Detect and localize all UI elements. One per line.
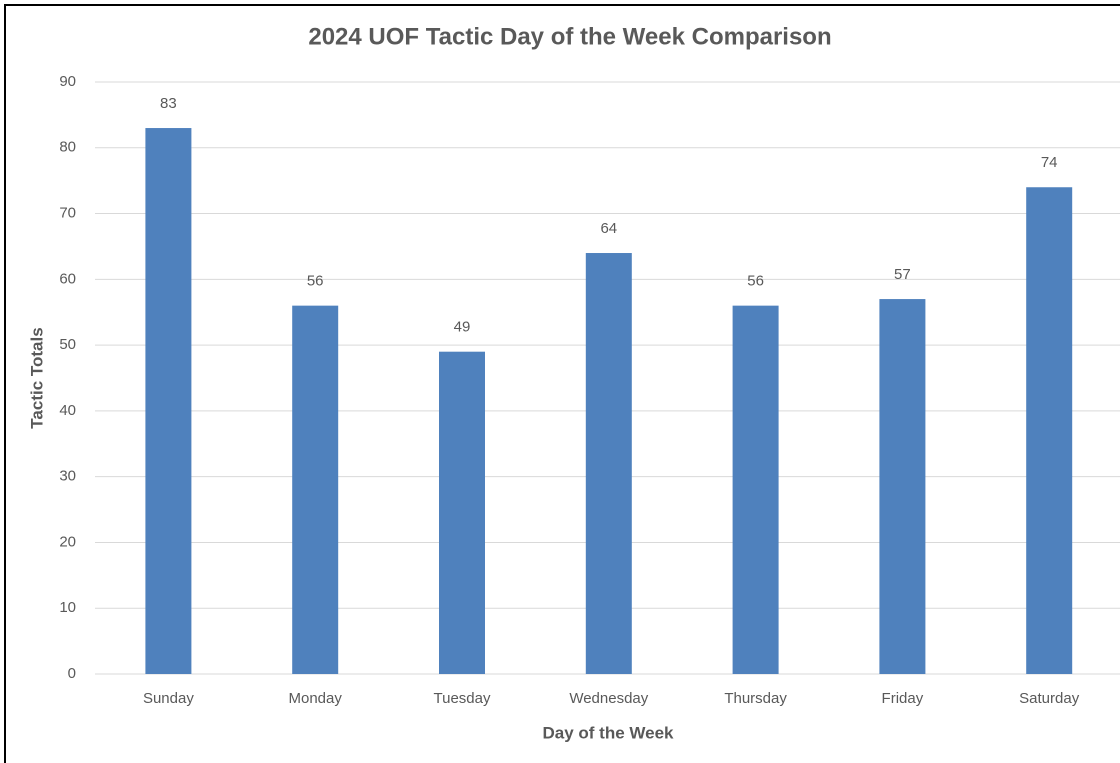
bar [879, 299, 926, 674]
y-tick-label: 40 [59, 402, 76, 419]
y-tick-label: 90 [59, 73, 76, 90]
bar [732, 305, 779, 674]
y-axis-title: Tactic Totals [27, 327, 46, 428]
x-tick-label: Saturday [1019, 690, 1080, 707]
data-label: 49 [454, 319, 471, 336]
y-tick-label: 50 [59, 336, 76, 353]
data-label: 83 [160, 95, 177, 112]
data-label: 57 [894, 266, 911, 283]
bar [292, 305, 339, 674]
chart-title: 2024 UOF Tactic Day of the Week Comparis… [308, 23, 831, 50]
y-tick-label: 30 [59, 468, 76, 485]
y-tick-label: 60 [59, 270, 76, 287]
y-tick-label: 10 [59, 599, 76, 616]
y-tick-label: 70 [59, 205, 76, 222]
x-tick-label: Thursday [724, 690, 787, 707]
bar [439, 351, 485, 674]
x-axis-title: Day of the Week [542, 723, 674, 742]
data-label: 74 [1041, 154, 1058, 171]
bar [1026, 187, 1073, 674]
data-label: 56 [747, 273, 764, 290]
x-tick-label: Monday [289, 690, 343, 707]
bar [145, 128, 192, 675]
data-label: 64 [600, 220, 617, 237]
y-tick-label: 0 [68, 665, 76, 682]
y-tick-label: 80 [59, 139, 76, 156]
x-tick-label: Wednesday [569, 690, 648, 707]
x-tick-label: Tuesday [434, 690, 491, 707]
data-label: 56 [307, 273, 324, 290]
x-tick-label: Sunday [143, 690, 194, 707]
x-tick-label: Friday [882, 690, 924, 707]
bar [585, 253, 632, 674]
y-tick-label: 20 [59, 533, 76, 550]
